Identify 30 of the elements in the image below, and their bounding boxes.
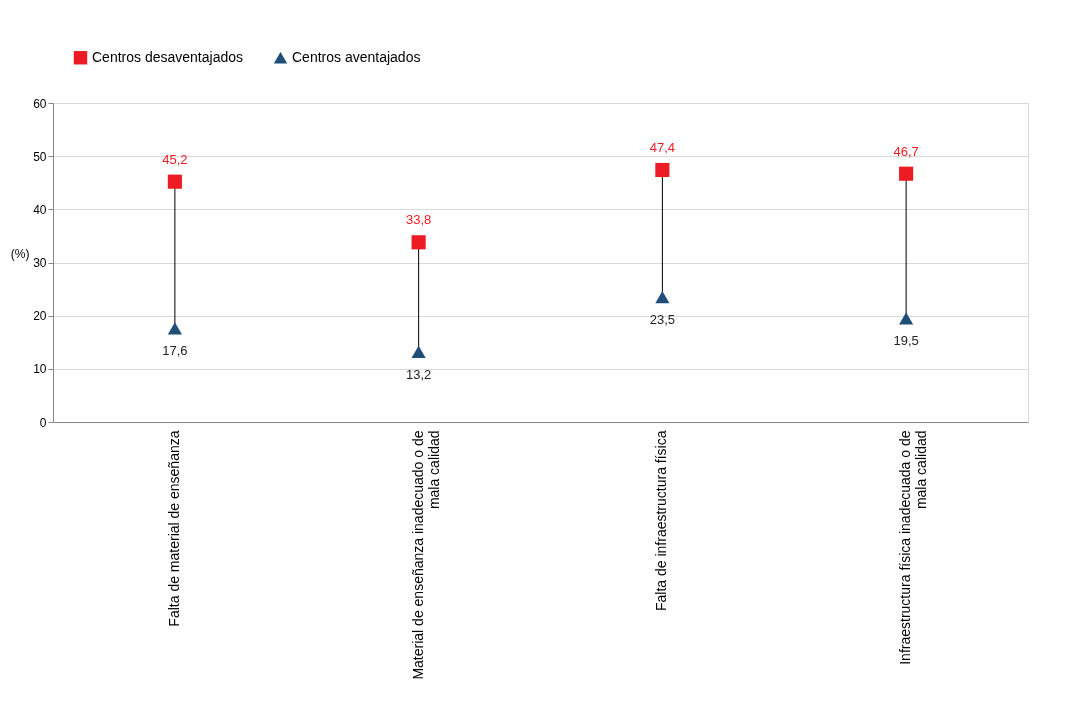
y-tick-label: 40 <box>33 202 47 217</box>
data-label: 19,5 <box>893 333 919 349</box>
y-tick-label: 50 <box>33 149 47 164</box>
point <box>411 235 426 250</box>
data-label: 46,7 <box>893 143 919 159</box>
y-tick-label: 0 <box>39 415 47 430</box>
data-label: 17,6 <box>162 343 188 359</box>
data-label: 13,2 <box>405 366 432 382</box>
point <box>167 322 182 335</box>
y-tick-label: 30 <box>33 256 47 270</box>
legend-label: Centros aventajados <box>292 48 421 65</box>
x-tick-label: Falta de material de enseñanza <box>165 430 182 627</box>
y-tick-label: 20 <box>33 309 47 324</box>
point <box>899 312 914 325</box>
point <box>899 166 914 181</box>
x-tick-label: Material de enseñanza inadecuado o de mala calidad <box>409 430 442 680</box>
y-axis-title: (%) <box>10 246 30 261</box>
point <box>411 345 426 358</box>
y-tick-label: 10 <box>33 362 47 377</box>
y-tick-label: 60 <box>33 96 47 111</box>
data-label: 33,8 <box>405 212 432 228</box>
data-label: 23,5 <box>649 312 676 328</box>
point <box>655 162 670 178</box>
x-tick-label: Infraestructura física inadecuada o de mala calidad <box>897 430 930 665</box>
legend-label: Centros desaventajados <box>92 48 243 65</box>
point <box>167 174 182 189</box>
data-label: 47,4 <box>649 139 676 155</box>
point <box>655 290 670 304</box>
x-tick-label: Falta de infraestructura física <box>653 430 670 612</box>
data-label: 45,2 <box>162 151 188 167</box>
